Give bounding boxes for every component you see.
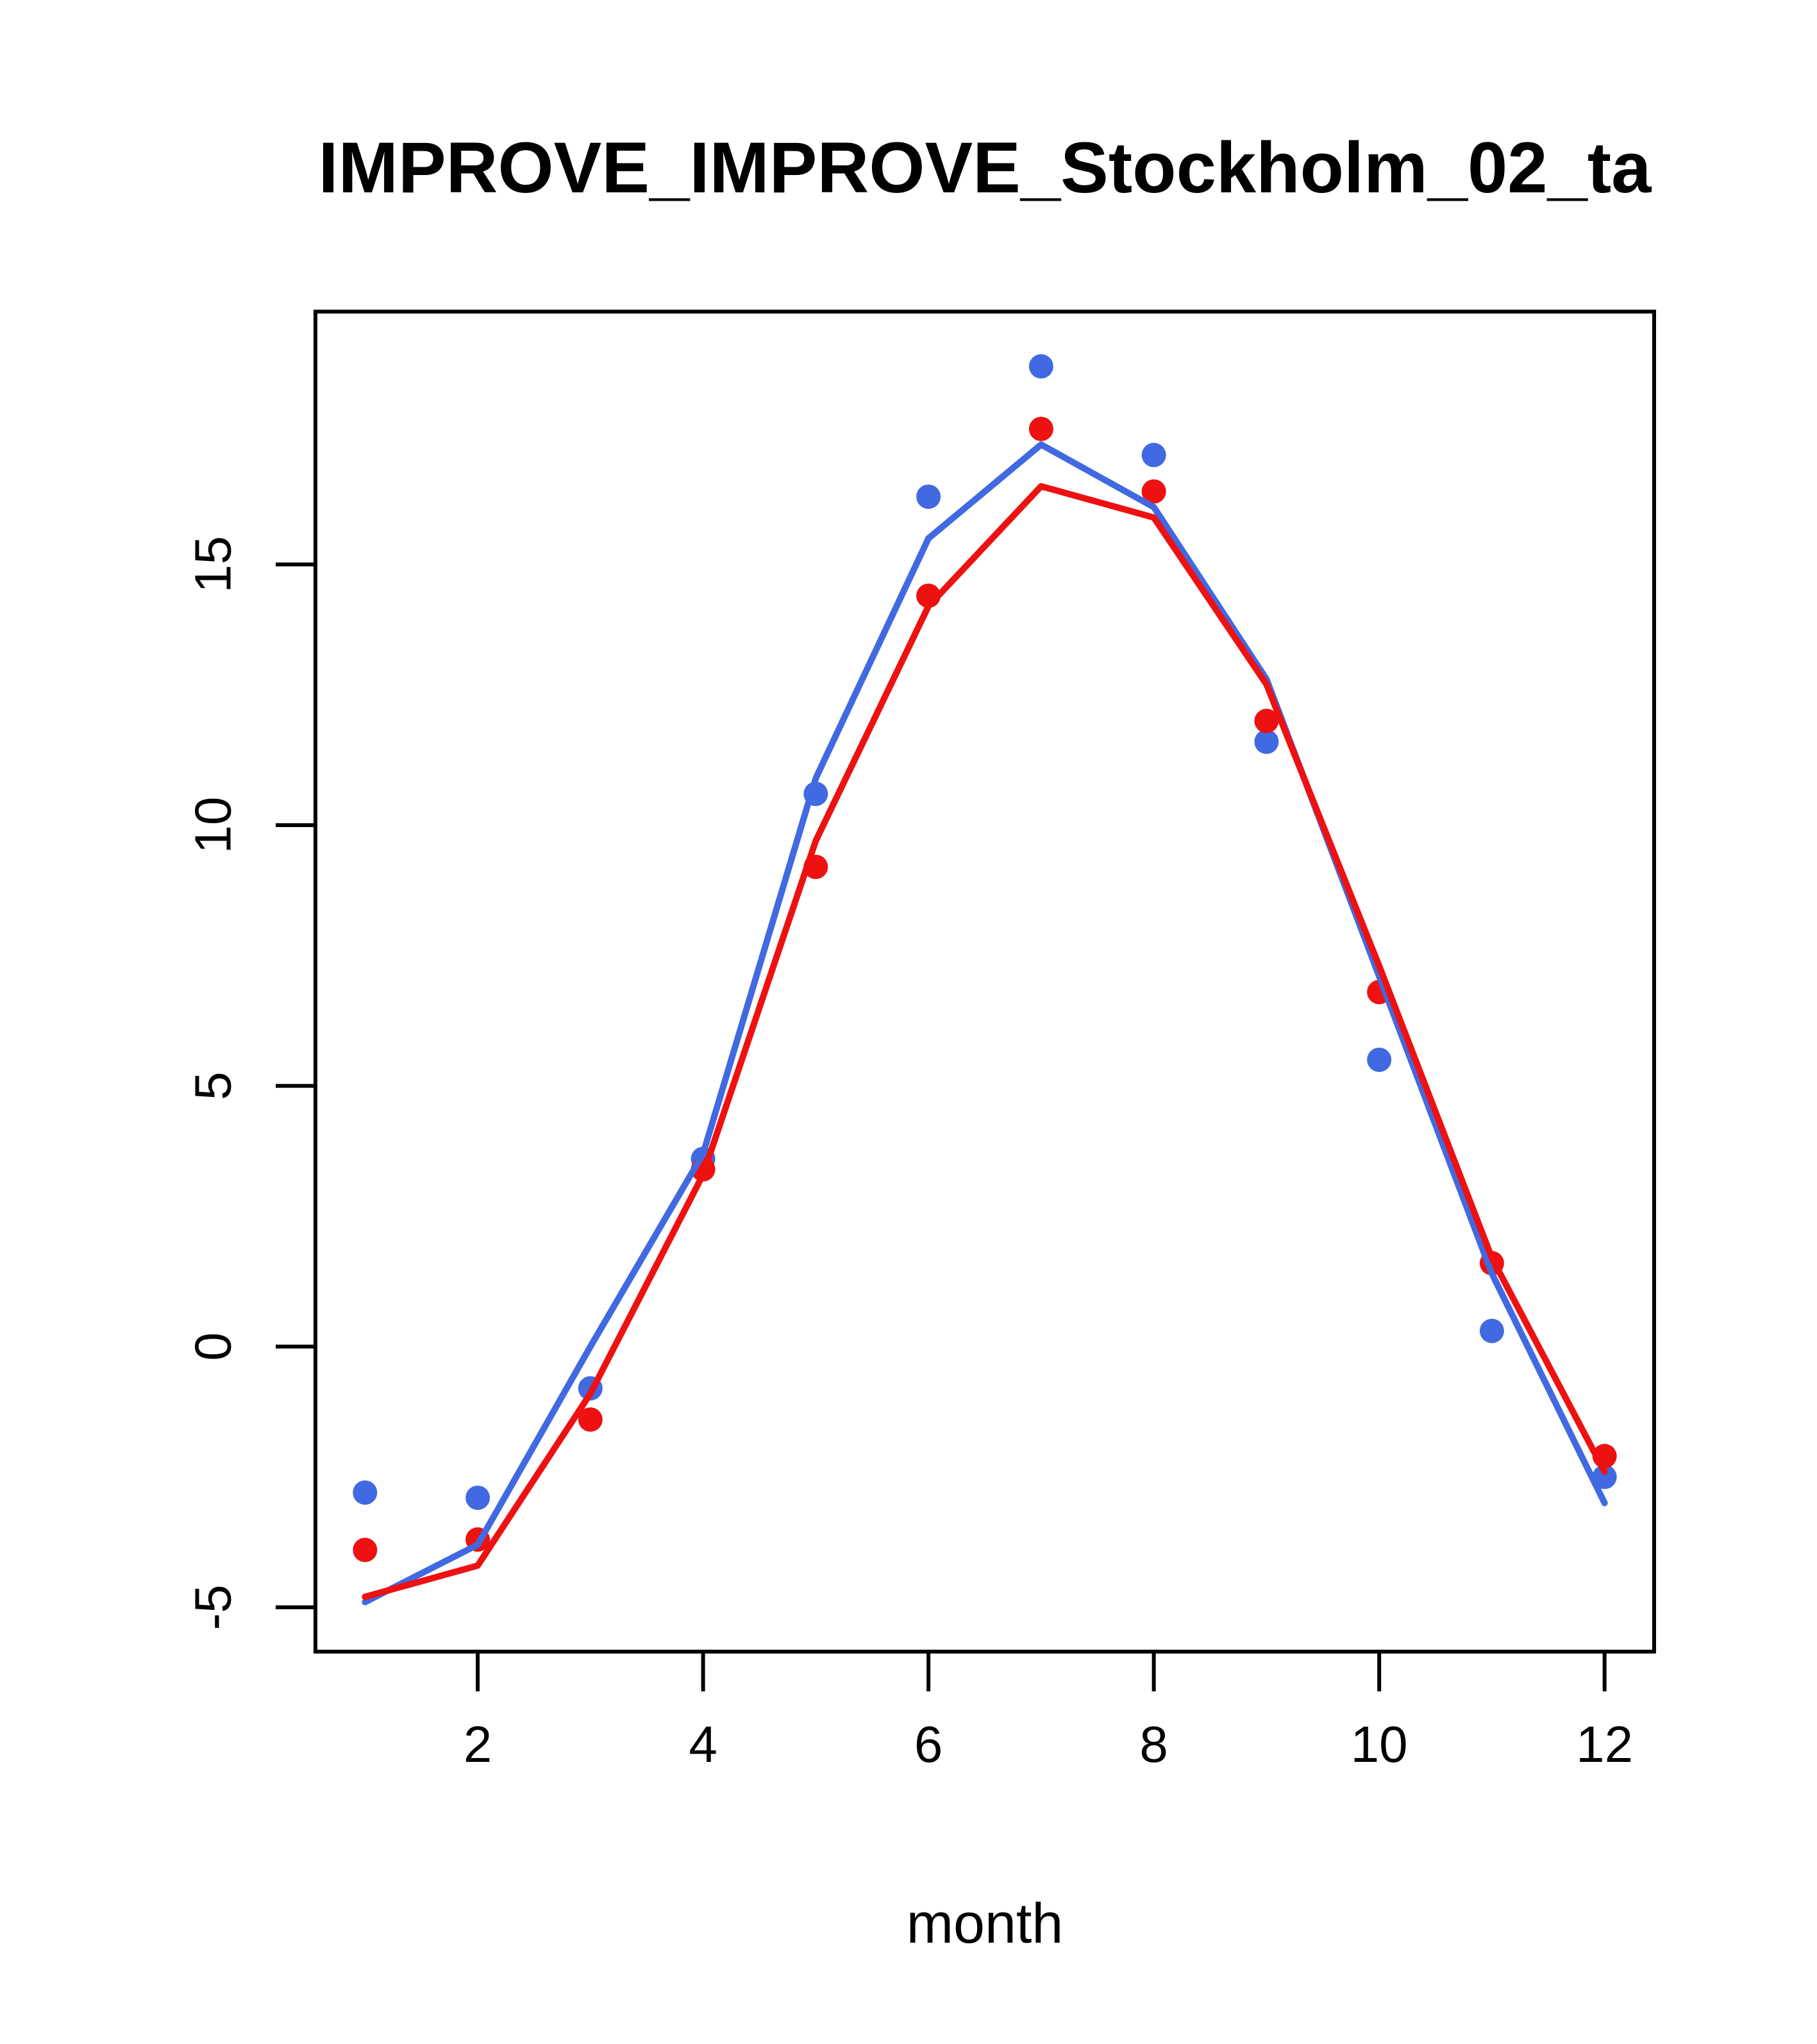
y-tick-label: 15 — [185, 536, 242, 593]
x-tick-label: 2 — [464, 1716, 492, 1773]
red-points-point — [1028, 416, 1053, 441]
y-tick-label: 10 — [185, 797, 242, 854]
blue-line-series — [362, 441, 1608, 1605]
blue-points-point — [1479, 1318, 1504, 1343]
x-axis-label: month — [907, 1891, 1064, 1955]
y-tick-label: -5 — [185, 1584, 242, 1630]
plot-area: 2 4 6 8 10 12 -5 0 5 10 15 — [185, 310, 1656, 1773]
blue-points-point — [1367, 1047, 1392, 1072]
blue-points-point — [1028, 354, 1053, 379]
y-tick-label: 5 — [185, 1071, 242, 1100]
x-tick-label: 4 — [689, 1716, 717, 1773]
blue-points-point — [916, 484, 941, 509]
plot-box — [314, 310, 1656, 1654]
y-tick-label: 0 — [185, 1332, 242, 1361]
red-points-point — [1141, 479, 1166, 504]
red-points-point — [353, 1537, 378, 1562]
blue-points-point — [465, 1486, 490, 1511]
red-points-point — [578, 1407, 603, 1432]
x-tick-label: 12 — [1576, 1716, 1633, 1773]
blue-points-point — [1592, 1464, 1617, 1489]
x-tick-label: 10 — [1351, 1716, 1408, 1773]
x-tick-label: 8 — [1139, 1716, 1168, 1773]
red-points-point — [1254, 708, 1279, 733]
x-tick-label: 6 — [914, 1716, 943, 1773]
blue-points-point — [1141, 442, 1166, 467]
chart-title: IMPROVE_IMPROVE_Stockholm_02_ta — [319, 128, 1652, 208]
red-line-series — [362, 483, 1608, 1600]
blue-points-point — [353, 1480, 378, 1505]
blue-points-point — [1254, 729, 1279, 754]
